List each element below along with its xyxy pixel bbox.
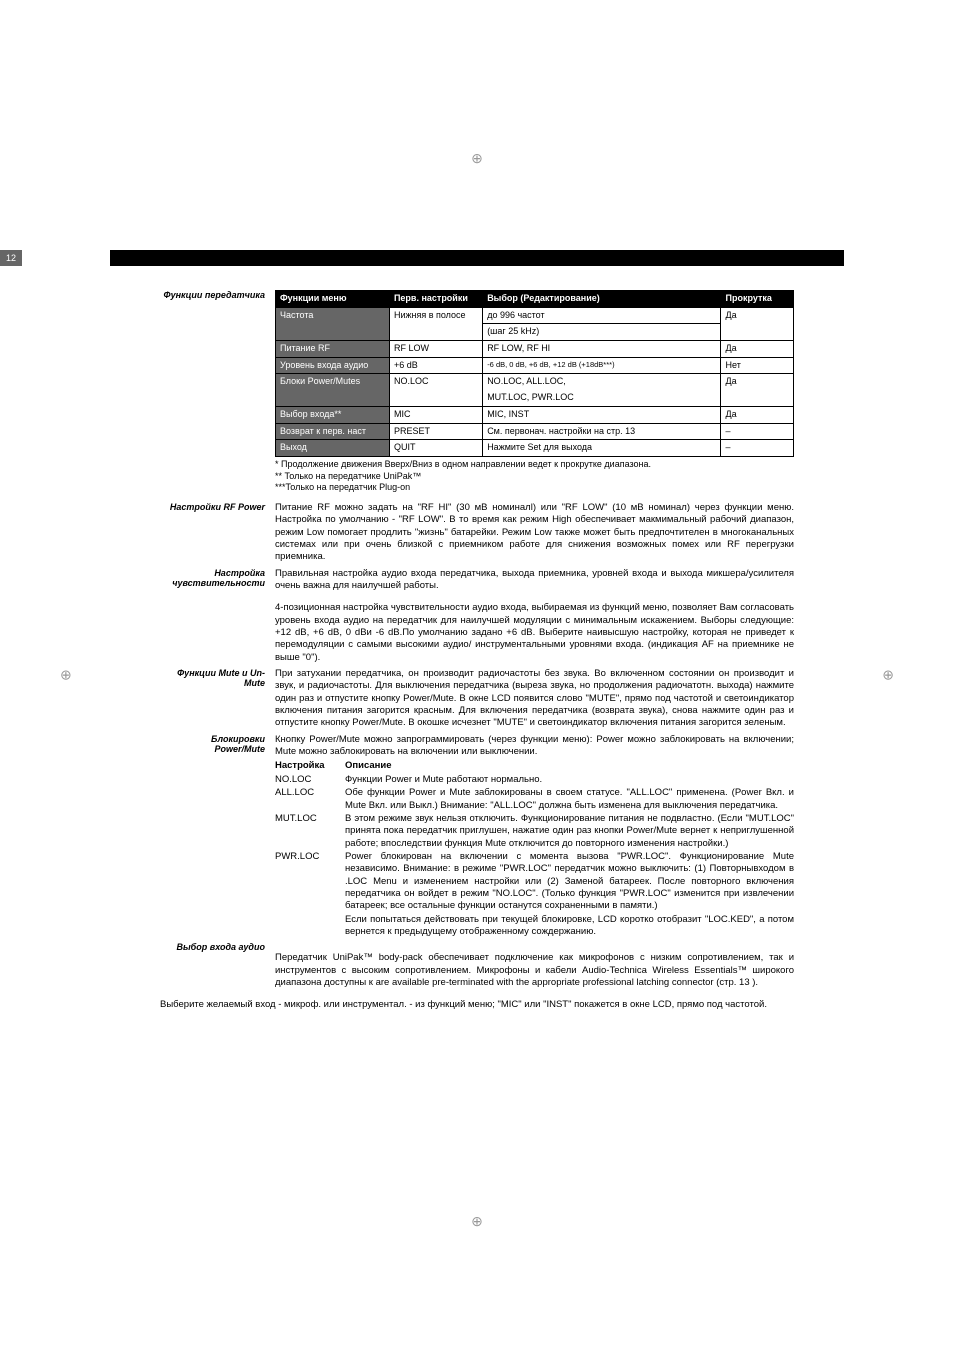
td: Выбор входа**: [276, 406, 390, 423]
pwrloc-key: PWR.LOC: [275, 851, 345, 913]
locks-header-setting: Настройка: [275, 760, 345, 772]
th-select: Выбор (Редактирование): [483, 291, 721, 308]
th-menu: Функции меню: [276, 291, 390, 308]
sensitivity-text2: 4-позиционная настройка чувствительности…: [275, 602, 794, 664]
th-default: Перв. настройки: [389, 291, 482, 308]
noloc-desc: Функции Power и Mute работают нормально.: [345, 774, 794, 786]
td: Да: [721, 374, 794, 406]
td: Выход: [276, 440, 390, 457]
header-bar: [110, 250, 844, 266]
audio-input-text2: Выберите желаемый вход - микроф. или инс…: [160, 999, 794, 1011]
label-sensitivity: Настройка чувствительности: [160, 568, 275, 664]
td: Питание RF: [276, 341, 390, 358]
td: Блоки Power/Mutes: [276, 374, 390, 406]
section-tx-functions: Функции передатчика Функции меню Перв. н…: [160, 290, 794, 494]
table-footnotes: * Продолжение движения Вверх/Вниз в одно…: [275, 459, 794, 494]
td: Уровень входа аудио: [276, 357, 390, 374]
td: Да: [721, 341, 794, 358]
label-mute: Функции Mute и Un-Mute: [160, 668, 275, 730]
page-number: 12: [0, 250, 22, 266]
td: См. первонач. настройки на стр. 13: [483, 423, 721, 440]
td: NO.LOC, ALL.LOC,: [483, 374, 721, 390]
locks-intro: Кнопку Power/Mute можно запрограммироват…: [275, 734, 794, 759]
td: Частота: [276, 307, 390, 340]
td: –: [721, 440, 794, 457]
rf-power-text: Питание RF можно задать на "RF HI" (30 м…: [275, 502, 794, 564]
crop-mark-left: ⊕: [60, 667, 72, 684]
crop-mark-bottom: ⊕: [471, 1213, 483, 1230]
td: Нажмите Set для выхода: [483, 440, 721, 457]
td: Нет: [721, 357, 794, 374]
td: Да: [721, 307, 794, 340]
functions-table: Функции меню Перв. настройки Выбор (Реда…: [275, 290, 794, 457]
mutloc-key: MUT.LOC: [275, 813, 345, 850]
td: MIC, INST: [483, 406, 721, 423]
allloc-desc: Обе функции Power и Mute заблокированы в…: [345, 787, 794, 812]
noloc-key: NO.LOC: [275, 774, 345, 786]
section-locks: Блокировки Power/Mute Кнопку Power/Mute …: [160, 734, 794, 939]
td: до 996 частот: [483, 307, 721, 324]
crop-mark-right: ⊕: [882, 667, 894, 684]
mutloc-desc: В этом режиме звук нельзя отключить. Фун…: [345, 813, 794, 850]
mute-text: При затухании передатчика, он производит…: [275, 668, 794, 730]
pwrloc-extra: Если попытаться действовать при текущей …: [275, 914, 794, 939]
td: PRESET: [389, 423, 482, 440]
td: MIC: [389, 406, 482, 423]
sensitivity-text1: Правильная настройка аудио входа передат…: [275, 568, 794, 593]
td: RF LOW, RF HI: [483, 341, 721, 358]
th-scroll: Прокрутка: [721, 291, 794, 308]
label-rf-power: Настройки RF Power: [160, 502, 275, 564]
td: Нижняя в полосе: [389, 307, 482, 340]
td: –: [721, 423, 794, 440]
td: Да: [721, 406, 794, 423]
section-rf-power: Настройки RF Power Питание RF можно зада…: [160, 502, 794, 564]
section-mute: Функции Mute и Un-Mute При затухании пер…: [160, 668, 794, 730]
td: (шаг 25 kHz): [483, 324, 721, 341]
pwrloc-desc: Power блокирован на включении с момента …: [345, 851, 794, 913]
allloc-key: ALL.LOC: [275, 787, 345, 812]
td: RF LOW: [389, 341, 482, 358]
label-locks: Блокировки Power/Mute: [160, 734, 275, 939]
td: +6 dB: [389, 357, 482, 374]
td: QUIT: [389, 440, 482, 457]
td: NO.LOC: [389, 374, 482, 406]
section-sensitivity: Настройка чувствительности Правильная на…: [160, 568, 794, 664]
section-audio-input: Выбор входа аудио Передатчик UniPak™ bod…: [160, 942, 794, 1011]
td: MUT.LOC, PWR.LOC: [483, 390, 721, 406]
label-tx-functions: Функции передатчика: [160, 290, 275, 494]
locks-header-desc: Описание: [345, 760, 794, 772]
td: -6 dB, 0 dB, +6 dB, +12 dB (+18dB***): [483, 357, 721, 374]
td: Возврат к перв. наст: [276, 423, 390, 440]
audio-input-text1: Передатчик UniPak™ body-pack обеспечивае…: [275, 952, 794, 989]
crop-mark-top: ⊕: [471, 150, 483, 167]
page-content: Функции передатчика Функции меню Перв. н…: [160, 290, 794, 1016]
